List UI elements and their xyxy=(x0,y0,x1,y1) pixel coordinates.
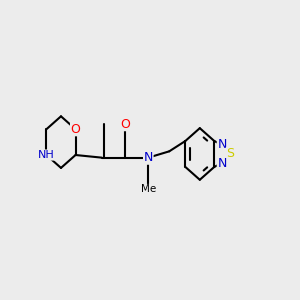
Text: NH: NH xyxy=(38,150,55,160)
Text: O: O xyxy=(120,118,130,130)
Text: Me: Me xyxy=(141,184,156,194)
Text: N: N xyxy=(144,151,153,164)
Text: N: N xyxy=(217,138,227,151)
Text: O: O xyxy=(70,123,80,136)
Text: S: S xyxy=(226,148,234,160)
Text: N: N xyxy=(217,157,227,170)
